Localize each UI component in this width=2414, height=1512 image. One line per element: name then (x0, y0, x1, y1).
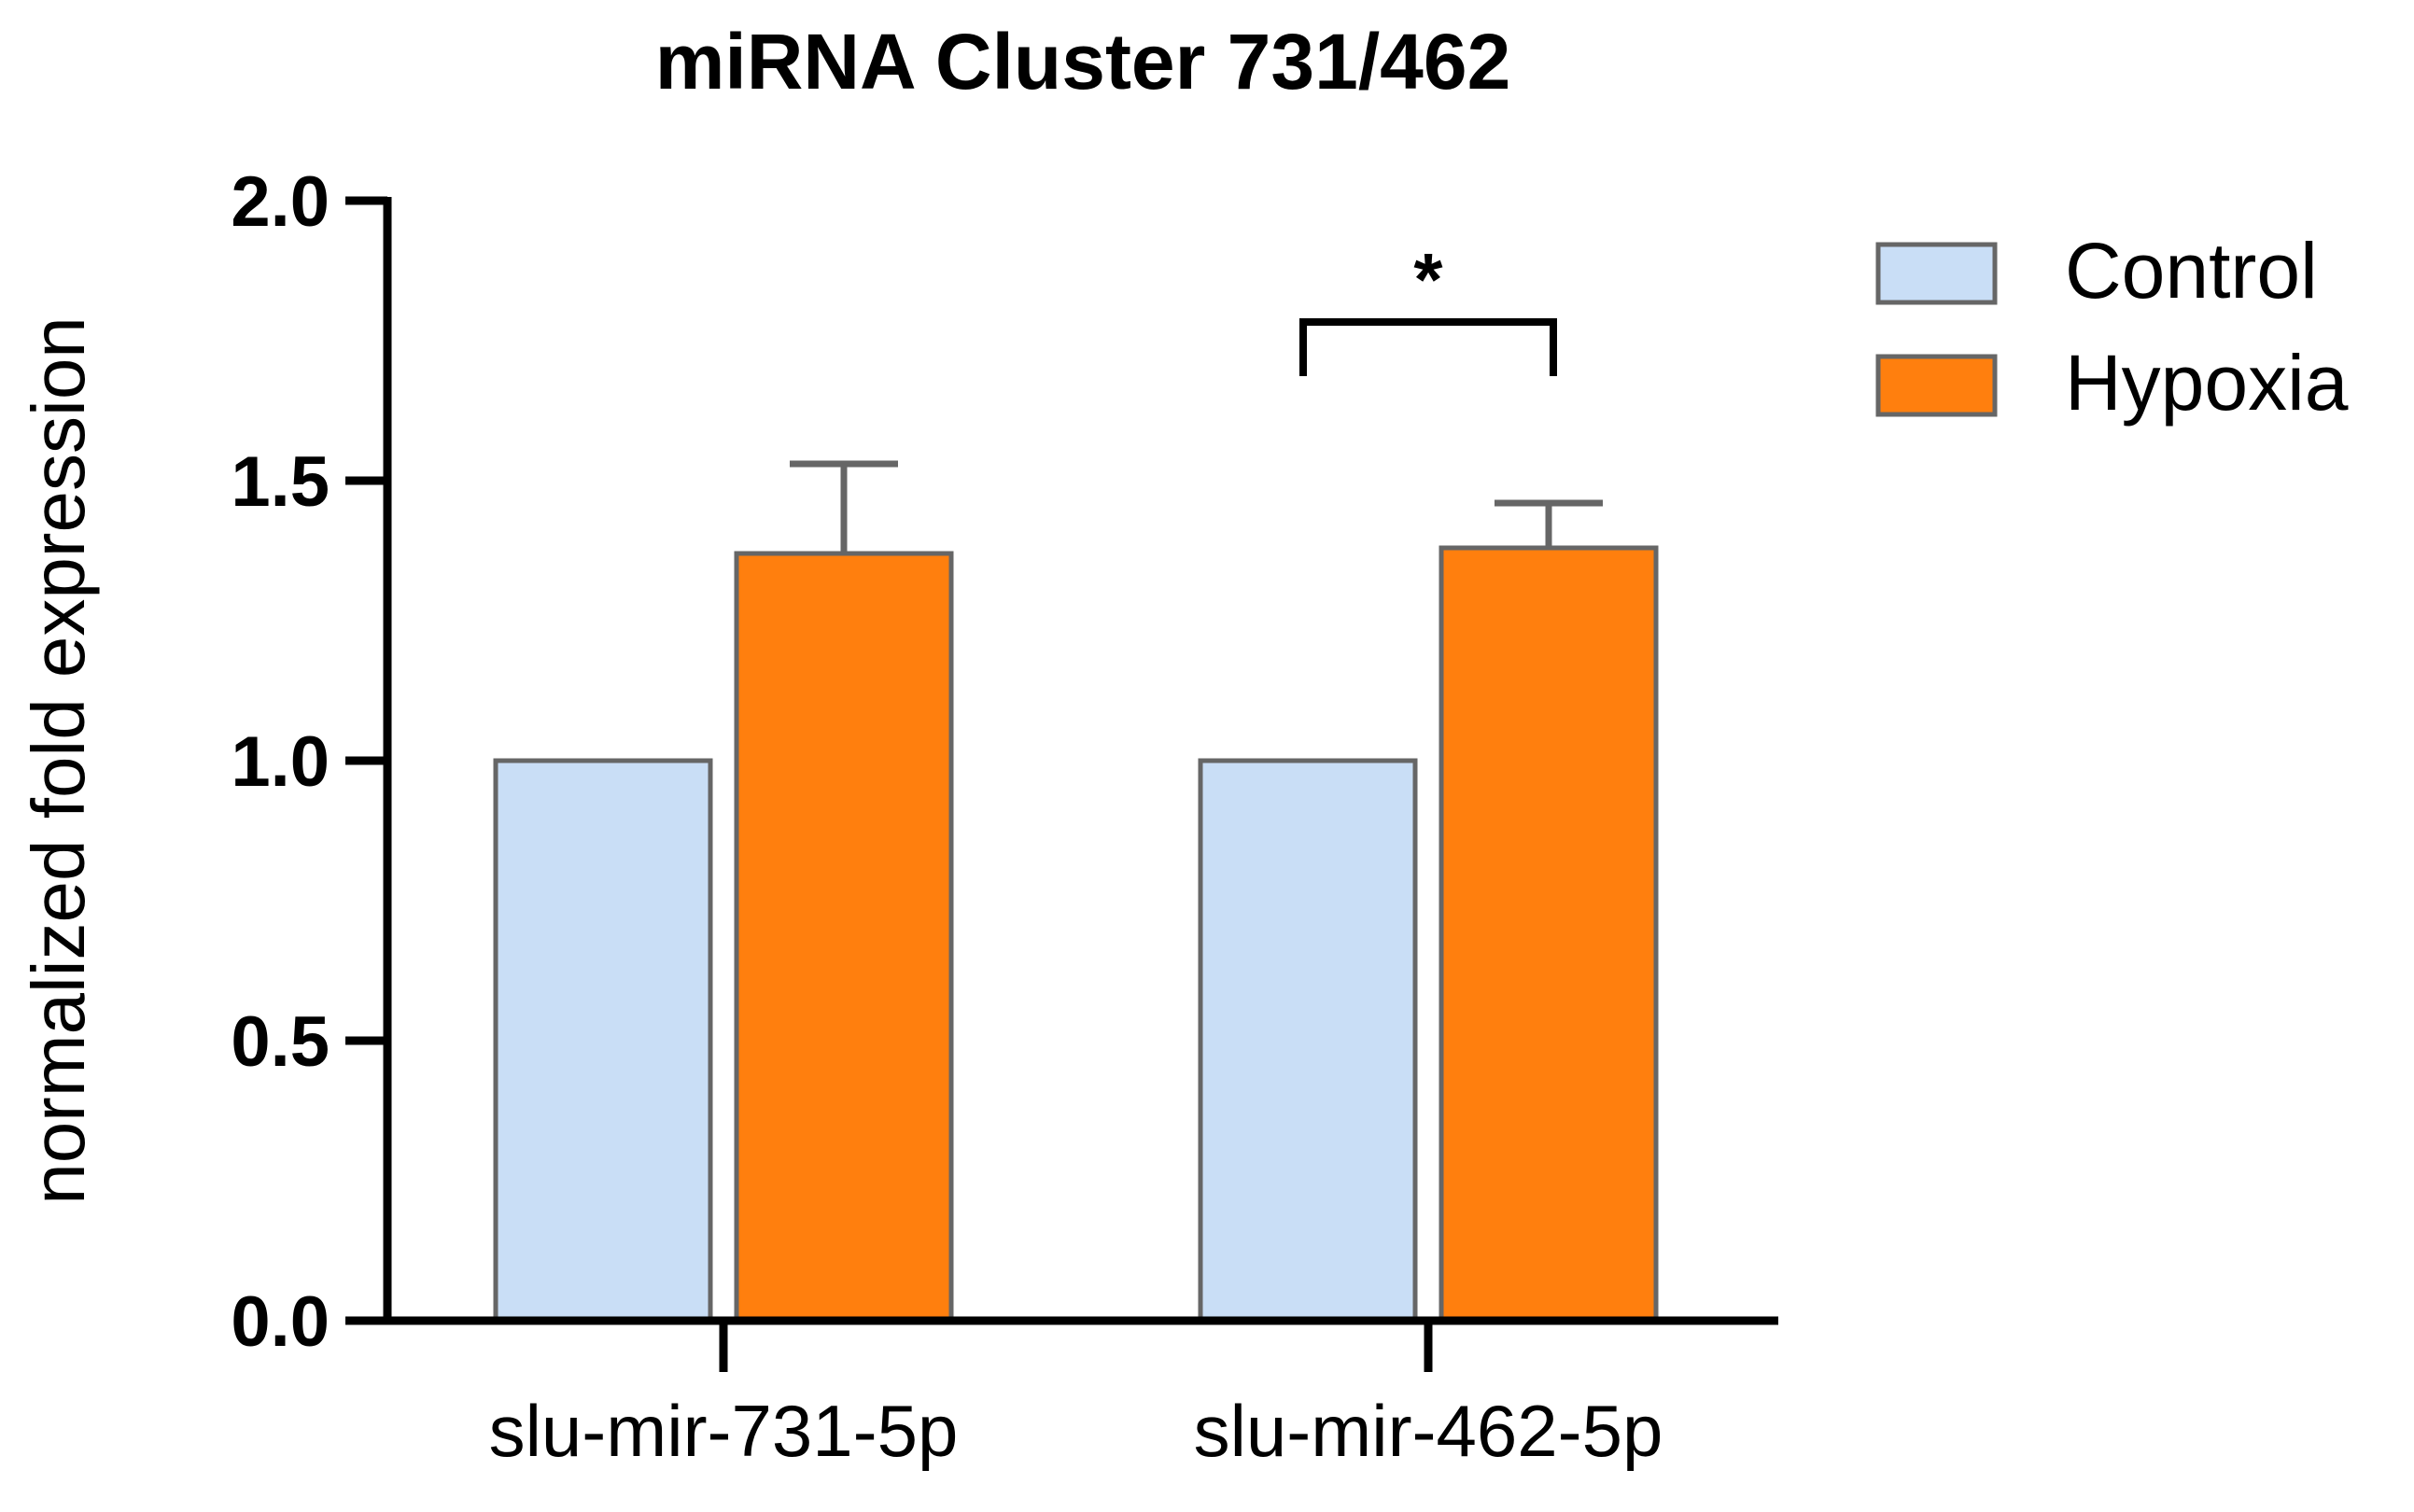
x-tick-label: slu-mir-462-5p (1194, 1390, 1663, 1472)
significance-star: * (1413, 238, 1443, 321)
bar-hypoxia-2 (1439, 545, 1659, 1323)
y-tick-label: 0.5 (231, 1002, 330, 1082)
chart-marks: * (493, 238, 1659, 1323)
y-tick-label: 0.0 (231, 1282, 330, 1362)
y-axis-label: normalized fold expression (17, 316, 100, 1205)
x-tick-label: slu-mir-731-5p (489, 1390, 959, 1472)
legend-swatch-control (1875, 242, 1998, 305)
legend-swatch-hypoxia (1875, 354, 1998, 417)
y-tick-label: 2.0 (231, 162, 330, 242)
legend: Control Hypoxia (1875, 227, 2349, 427)
legend-label-hypoxia: Hypoxia (2065, 339, 2349, 427)
significance-bracket (1299, 318, 1557, 376)
bar-hypoxia-1 (734, 551, 954, 1323)
chart-axes: 0.0 0.5 1.0 1.5 2.0 slu-mir-731-5p slu-mir-462… (231, 162, 1778, 1472)
chart-title: miRNA Cluster 731/462 (655, 18, 1511, 105)
bar-control-1 (493, 758, 713, 1323)
bar-control-2 (1198, 758, 1418, 1323)
y-tick-label: 1.5 (231, 442, 330, 522)
legend-label-control: Control (2065, 227, 2318, 315)
y-tick-label: 1.0 (231, 722, 330, 802)
